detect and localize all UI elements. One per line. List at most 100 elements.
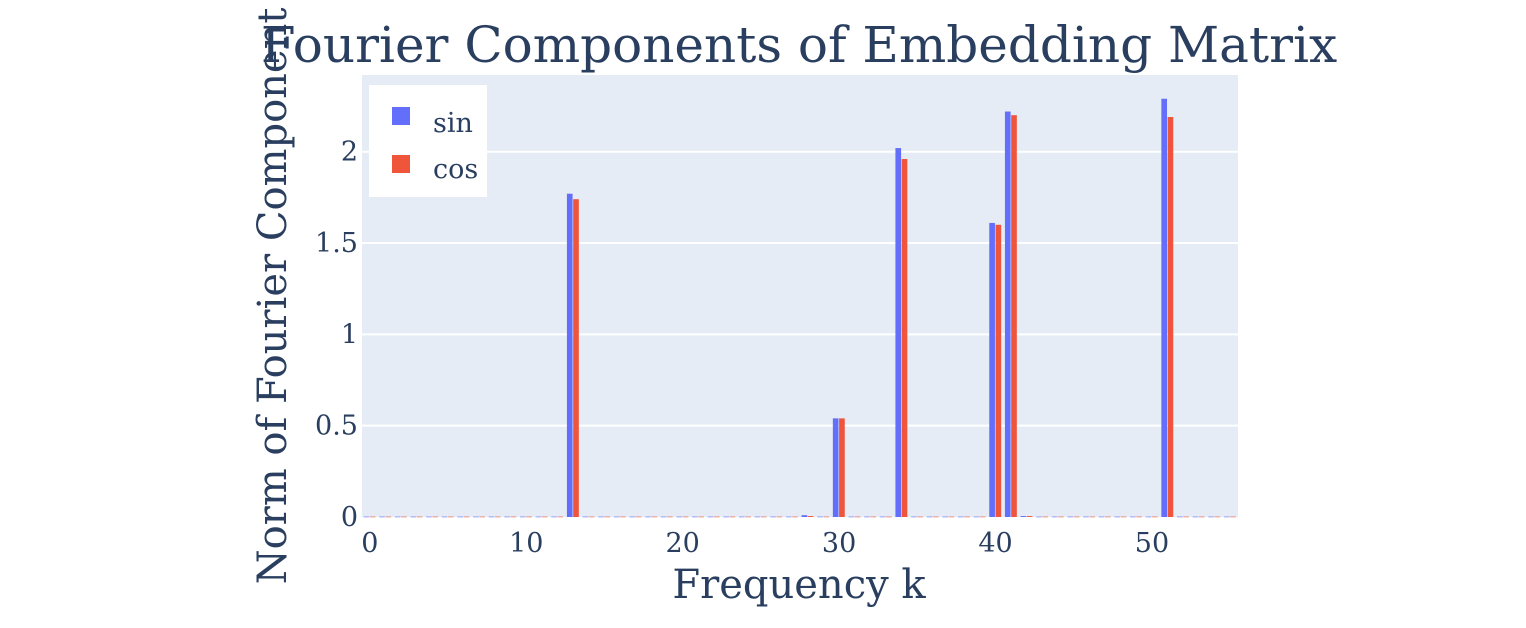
chart-title: Fourier Components of Embedding Matrix <box>261 16 1337 74</box>
bar-cos-k17 <box>635 516 642 518</box>
bar-cos-k9 <box>510 516 517 518</box>
bar-sin-k20 <box>676 516 683 518</box>
bar-sin-k4 <box>426 516 432 518</box>
bar-cos-k39 <box>979 516 986 518</box>
bar-cos-k8 <box>494 516 501 518</box>
x-tick-label: 20 <box>665 528 699 559</box>
bar-cos-k19 <box>667 516 673 518</box>
bar-sin-k38 <box>957 516 964 518</box>
bar-sin-k39 <box>973 516 980 518</box>
bar-cos-k21 <box>698 516 704 518</box>
y-axis-label: Norm of Fourier Component <box>250 8 296 585</box>
bar-sin-k25 <box>754 516 761 518</box>
bar-sin-k21 <box>692 516 698 518</box>
bar-cos-k42 <box>1026 516 1033 517</box>
legend[interactable]: sin cos <box>369 85 487 197</box>
bar-sin-k5 <box>441 516 448 518</box>
bar-cos-k30 <box>839 418 845 517</box>
bar-sin-k37 <box>942 516 949 518</box>
bar-sin-k33 <box>879 516 886 518</box>
bar-sin-k54 <box>1208 516 1214 518</box>
bar-cos-k23 <box>729 516 736 518</box>
bar-cos-k5 <box>448 516 454 518</box>
bar-sin-k0 <box>363 516 370 518</box>
bar-sin-k29 <box>817 516 823 518</box>
bar-sin-k43 <box>1036 516 1042 518</box>
bar-sin-k22 <box>707 516 714 518</box>
bar-sin-k30 <box>832 418 839 517</box>
bar-cos-k37 <box>948 516 955 518</box>
bar-sin-k31 <box>848 516 855 518</box>
bar-sin-k8 <box>488 516 495 518</box>
bar-sin-k51 <box>1161 98 1168 517</box>
bar-sin-k12 <box>551 516 557 518</box>
bar-cos-k20 <box>682 516 689 518</box>
bar-cos-k41 <box>1011 115 1017 517</box>
bar-cos-k44 <box>1058 516 1064 518</box>
legend-swatch-cos <box>392 155 410 173</box>
bar-sin-k13 <box>566 193 573 518</box>
bar-sin-k23 <box>723 516 730 518</box>
bar-cos-k38 <box>964 516 970 518</box>
bar-sin-k24 <box>738 516 745 518</box>
bar-sin-k10 <box>519 516 526 518</box>
bar-sin-k16 <box>613 516 620 518</box>
bar-sin-k41 <box>1004 111 1011 517</box>
bar-sin-k46 <box>1083 516 1089 518</box>
bar-cos-k33 <box>886 516 892 518</box>
x-tick-label: 0 <box>361 528 378 559</box>
bar-cos-k13 <box>573 199 579 517</box>
bar-sin-k15 <box>598 516 604 518</box>
bar-cos-k52 <box>1183 516 1189 518</box>
bar-sin-k18 <box>645 516 651 518</box>
legend-swatch-sin <box>392 107 410 125</box>
bar-sin-k47 <box>1098 516 1105 518</box>
bar-sin-k35 <box>911 516 917 518</box>
bar-sin-k53 <box>1192 516 1199 518</box>
bar-cos-k6 <box>463 516 470 518</box>
bar-cos-k35 <box>917 516 923 518</box>
bar-cos-k50 <box>1151 516 1158 518</box>
bar-cos-k45 <box>1073 516 1080 518</box>
legend-label-cos[interactable]: cos <box>433 154 478 185</box>
bar-cos-k36 <box>932 516 939 518</box>
bar-sin-k36 <box>926 516 933 518</box>
bar-cos-k32 <box>870 516 877 518</box>
bar-cos-k43 <box>1042 516 1049 518</box>
bar-cos-k12 <box>557 516 564 518</box>
bar-cos-k2 <box>401 516 407 518</box>
bar-sin-k45 <box>1067 516 1074 518</box>
y-tick-label: 2 <box>341 137 358 168</box>
legend-label-sin[interactable]: sin <box>433 108 473 139</box>
plot-area <box>362 75 1238 517</box>
bar-sin-k49 <box>1130 516 1136 518</box>
bar-sin-k6 <box>457 516 464 518</box>
bar-cos-k46 <box>1089 516 1096 518</box>
bar-cos-k25 <box>760 516 767 518</box>
y-tick-label: 1 <box>341 319 358 350</box>
bar-cos-k14 <box>588 516 595 518</box>
bar-cos-k48 <box>1120 516 1127 518</box>
bar-sin-k40 <box>989 222 995 518</box>
y-tick-label: 1.5 <box>315 228 358 259</box>
bar-cos-k28 <box>807 516 814 517</box>
bar-cos-k0 <box>369 516 376 518</box>
bar-cos-k11 <box>541 516 548 518</box>
bar-sin-k44 <box>1051 516 1058 518</box>
bar-sin-k19 <box>660 516 667 518</box>
bar-sin-k27 <box>785 516 792 518</box>
bar-cos-k24 <box>745 516 751 518</box>
x-tick-label: 50 <box>1135 528 1169 559</box>
bar-cos-k51 <box>1167 117 1174 517</box>
bar-cos-k29 <box>823 516 830 518</box>
bar-cos-k10 <box>526 516 532 518</box>
bar-cos-k27 <box>792 516 798 518</box>
bar-cos-k1 <box>385 516 392 518</box>
y-tick-label: 0 <box>341 502 358 533</box>
bar-cos-k55 <box>1230 516 1236 518</box>
legend-box <box>369 85 487 197</box>
bar-cos-k7 <box>479 516 485 518</box>
bar-cos-k49 <box>1136 516 1142 518</box>
